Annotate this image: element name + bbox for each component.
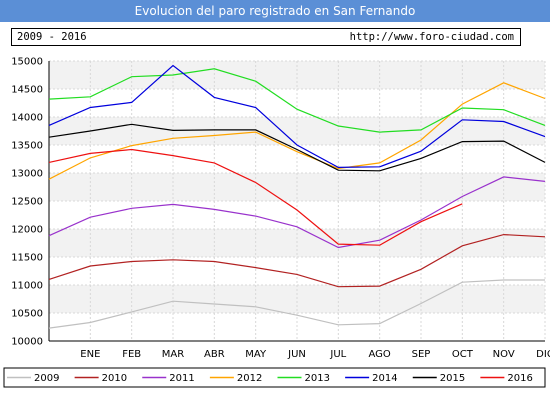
x-tick-labels: ENE FEB MAR ABR MAY JUN JUL AGO SEP OCT NOV DIC: [80, 349, 550, 360]
x-tick-label: ABR: [204, 349, 225, 360]
x-tick-label: MAY: [245, 349, 267, 360]
series-line-2014: [48, 64, 546, 169]
x-tick-label: ENE: [80, 349, 100, 360]
legend-label-2012: 2012: [237, 373, 262, 384]
y-tick-label: 14000: [11, 113, 43, 124]
chart-title: Evolucion del paro registrado en San Fer…: [0, 0, 550, 22]
source-url[interactable]: http://www.foro-ciudad.com: [349, 31, 514, 43]
y-tick-label: 11500: [11, 253, 43, 264]
legend-label-2014: 2014: [372, 373, 397, 384]
x-tick-label: AGO: [369, 349, 391, 360]
legend-label-2016: 2016: [507, 373, 532, 384]
y-tick-label: 12500: [11, 197, 43, 208]
year-range: 2009 - 2016: [17, 31, 87, 43]
series-line-2012: [48, 82, 546, 180]
legend: 2009 2010 2011 2012 2013 2014 2015 2016: [3, 367, 546, 388]
x-tick-label: OCT: [452, 349, 474, 360]
series-line-2013: [48, 68, 546, 133]
y-tick-label: 10500: [11, 309, 43, 320]
legend-label-2011: 2011: [169, 373, 194, 384]
legend-label-2009: 2009: [34, 373, 59, 384]
x-tick-label: DIC: [536, 349, 550, 360]
legend-box: [3, 367, 546, 388]
y-tick-labels: 10000 10500 11000 11500 12000 12500 13000 13500…: [11, 57, 43, 348]
series-line-2015: [48, 123, 546, 172]
x-tick-label: MAR: [162, 349, 184, 360]
x-tick-label: JUL: [329, 349, 346, 360]
series-line-2016: [48, 148, 463, 246]
y-tick-label: 14500: [11, 85, 43, 96]
legend-label-2015: 2015: [440, 373, 465, 384]
y-tick-label: 15000: [11, 57, 43, 68]
series-line-2009: [48, 279, 545, 329]
y-tick-label: 13500: [11, 141, 43, 152]
x-tick-label: JUN: [287, 349, 306, 360]
series-lines: [48, 64, 546, 329]
legend-label-2010: 2010: [102, 373, 127, 384]
info-box: 2009 - 2016 http://www.foro-ciudad.com: [11, 28, 521, 46]
series-line-2010: [48, 233, 546, 288]
x-tick-label: FEB: [122, 349, 141, 360]
y-tick-label: 13000: [11, 169, 43, 180]
x-tick-label: SEP: [412, 349, 431, 360]
axes: [48, 61, 545, 342]
x-tick-label: NOV: [493, 349, 515, 360]
y-tick-label: 11000: [11, 281, 43, 292]
y-tick-label: 10000: [11, 337, 43, 348]
legend-label-2013: 2013: [305, 373, 330, 384]
y-tick-label: 12000: [11, 225, 43, 236]
series-line-2011: [48, 176, 546, 249]
